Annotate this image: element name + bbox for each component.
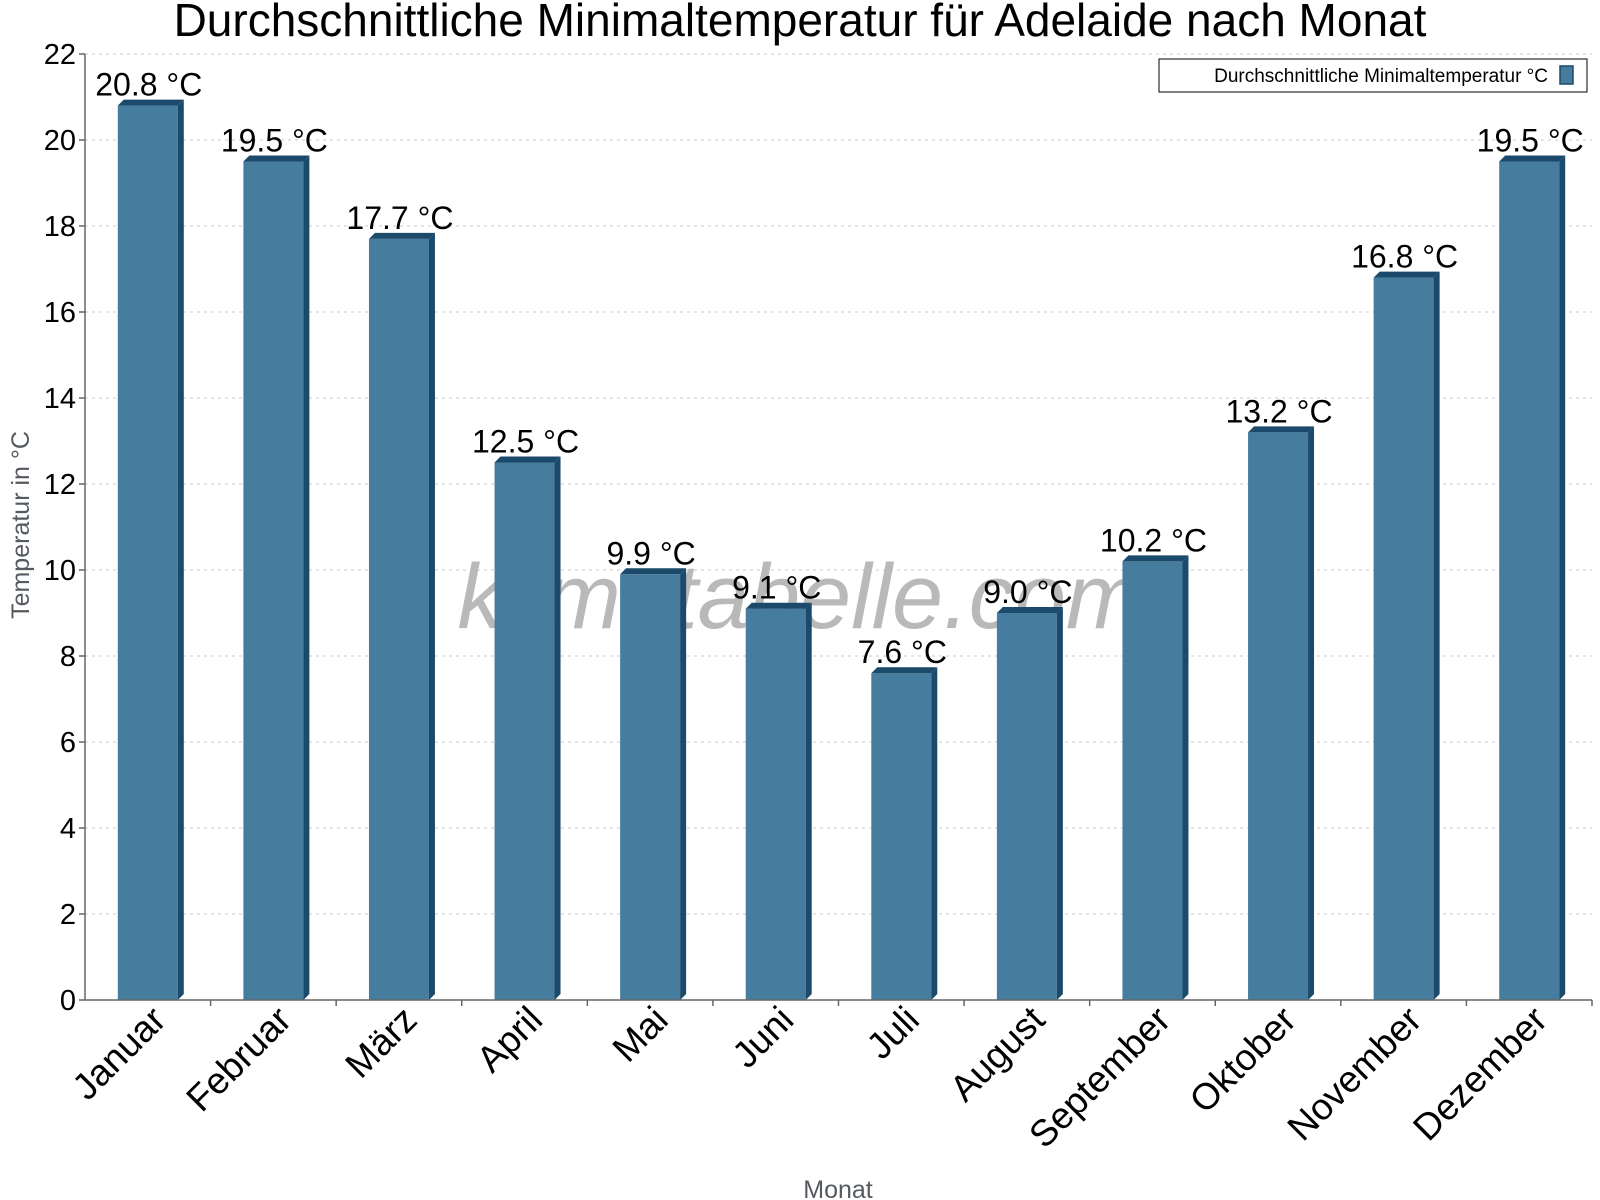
bar-top (745, 602, 812, 609)
bar-face (1373, 277, 1434, 1001)
x-tick-label: Mai (605, 999, 676, 1070)
bar (871, 667, 938, 1000)
bar-side (1056, 607, 1063, 1000)
bar-face (1248, 432, 1309, 1000)
bar-face (620, 574, 681, 1000)
bar-side (428, 232, 435, 1000)
data-label: 7.6 °C (858, 634, 947, 670)
legend: Durchschnittliche Minimaltemperatur °C (1158, 58, 1588, 93)
data-label: 13.2 °C (1226, 393, 1333, 429)
x-axis-title: Monat (803, 1176, 873, 1200)
bar-side (177, 99, 184, 1001)
x-tick-label: August (942, 998, 1053, 1109)
x-tick-label: Dezember (1405, 999, 1555, 1149)
y-tick-label: 2 (60, 899, 76, 931)
y-tick-label: 20 (44, 125, 76, 157)
bar-face (368, 238, 429, 1000)
bar (996, 607, 1063, 1000)
bar-side (1433, 271, 1440, 1001)
bar-side (1559, 155, 1566, 1000)
data-labels: 20.8 °C 19.5 °C 17.7 °C 12.5 °C 9.9 °C 9.1 °C… (95, 67, 1583, 671)
y-tick-label: 12 (44, 469, 76, 501)
bar-top (368, 232, 435, 239)
bar-face (117, 105, 178, 1001)
bar-top (871, 667, 938, 674)
bar-top (1499, 155, 1566, 162)
y-tick-label: 16 (44, 297, 76, 329)
y-tick-label: 22 (44, 39, 76, 71)
bar-face (996, 613, 1057, 1000)
y-axis-ticks: 0 2 4 6 8 10 12 14 16 18 20 22 (44, 39, 85, 1017)
bar-top (1373, 271, 1440, 278)
bar-side (680, 568, 687, 1000)
bar (1373, 271, 1440, 1001)
x-tick-label: Januar (64, 999, 173, 1108)
gridlines (85, 53, 1592, 915)
bar-side (931, 667, 938, 1000)
data-label: 19.5 °C (221, 123, 328, 159)
x-tick-label: April (469, 999, 550, 1080)
bar-top (1248, 426, 1315, 433)
bar (368, 232, 435, 1000)
y-tick-label: 8 (60, 641, 76, 673)
x-axis-ticks: Januar Februar März April Mai Juni Juli AugustS… (64, 998, 1593, 1156)
bar-side (1308, 426, 1315, 1000)
bar-top (620, 568, 687, 575)
bar-side (1182, 555, 1189, 1000)
bar-side (805, 602, 812, 1000)
y-tick-label: 14 (44, 383, 76, 415)
bar (1122, 555, 1189, 1000)
data-label: 9.9 °C (606, 535, 695, 571)
bar (620, 568, 687, 1000)
bar (494, 456, 561, 1000)
bar-top (996, 607, 1063, 613)
bar-face (243, 161, 304, 1000)
data-label: 17.7 °C (346, 200, 453, 236)
legend-box (1158, 58, 1588, 93)
x-tick-label: Juli (859, 999, 927, 1067)
bar-face (494, 462, 555, 1000)
bar (117, 99, 184, 1001)
x-tick-label: Februar (178, 999, 299, 1120)
data-label: 19.5 °C (1477, 123, 1584, 159)
bar (1499, 155, 1566, 1000)
data-label: 9.0 °C (983, 574, 1072, 610)
legend-label: Durchschnittliche Minimaltemperatur °C (1214, 66, 1548, 87)
bar (243, 155, 310, 1000)
y-tick-label: 10 (44, 555, 76, 587)
y-axis-title: Temperatur in °C (7, 431, 35, 619)
x-tick-label: Oktober (1182, 999, 1304, 1121)
legend-swatch (1559, 65, 1574, 85)
bar-face (745, 608, 806, 1000)
bar-side (554, 456, 561, 1000)
data-label: 9.1 °C (732, 570, 821, 606)
bar-top (494, 456, 561, 463)
y-tick-label: 0 (60, 985, 76, 1017)
bar-top (117, 99, 184, 106)
axes (84, 54, 1592, 1001)
bar (745, 602, 812, 1000)
bars (117, 99, 1566, 1001)
data-label: 20.8 °C (95, 67, 202, 103)
bar-face (871, 673, 932, 1000)
bar-face (1122, 561, 1183, 1000)
bar-top (1122, 555, 1189, 562)
data-label: 16.8 °C (1351, 239, 1458, 275)
bar (1248, 426, 1315, 1000)
bar-top (243, 155, 310, 162)
bar-face (1499, 161, 1560, 1000)
x-tick-label: November (1280, 999, 1430, 1149)
y-tick-label: 6 (60, 727, 76, 759)
data-label: 10.2 °C (1100, 522, 1207, 558)
bar-side (303, 155, 310, 1000)
x-tick-label: März (337, 999, 424, 1086)
data-label: 12.5 °C (472, 424, 579, 460)
chart-title: Durchschnittliche Minimaltemperatur für … (174, 0, 1427, 46)
y-tick-label: 4 (60, 813, 76, 845)
y-tick-label: 18 (44, 211, 76, 243)
x-tick-label: Juni (724, 999, 801, 1076)
